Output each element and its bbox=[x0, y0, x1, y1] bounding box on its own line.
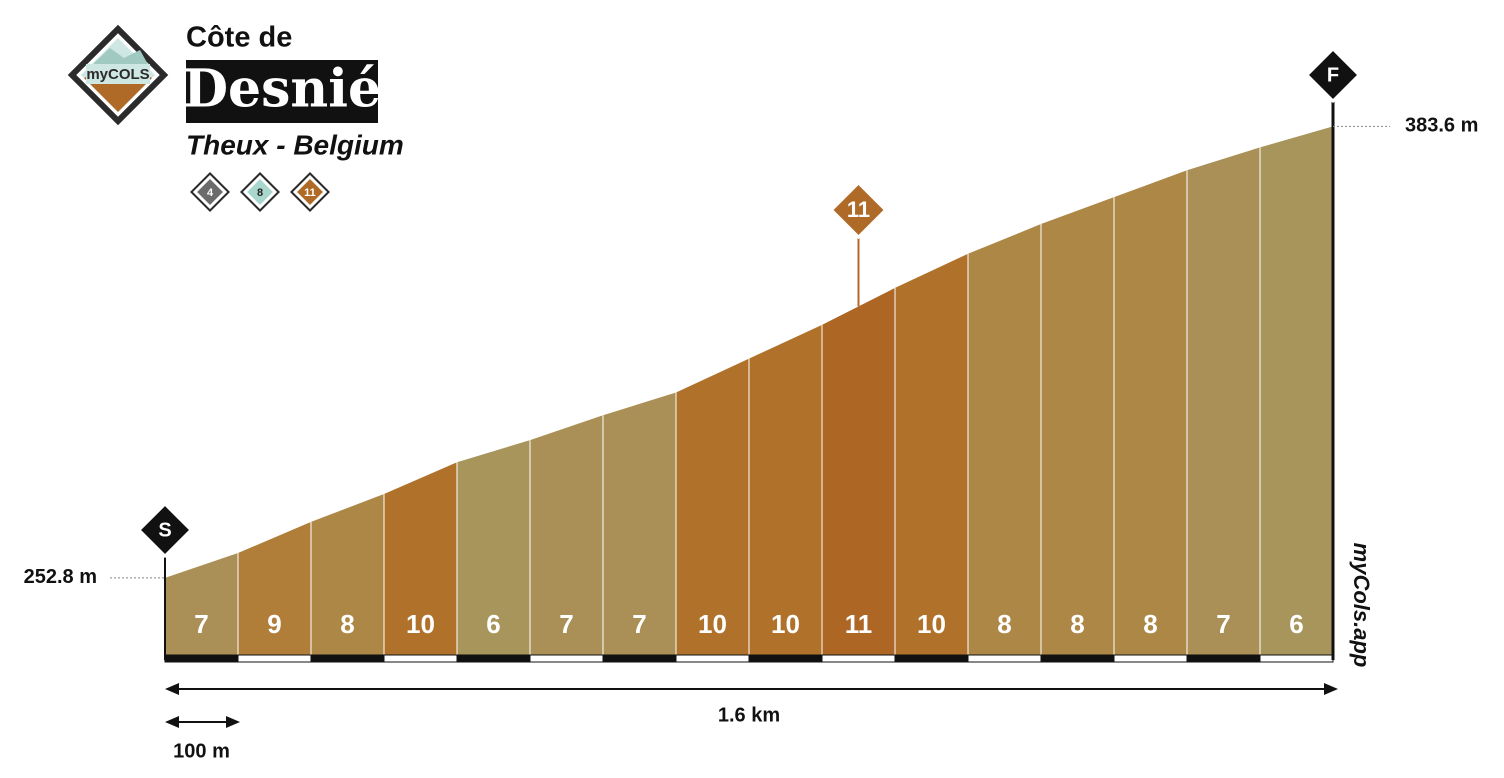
scale-arrow-head bbox=[226, 716, 240, 728]
profile-segment bbox=[165, 553, 238, 660]
badge bbox=[192, 174, 228, 210]
gradient-label: 8 bbox=[997, 609, 1011, 639]
distance-stripe bbox=[164, 654, 239, 663]
profile-segment bbox=[895, 253, 968, 660]
brand: myCOLS bbox=[86, 66, 149, 83]
gradient-label: 11 bbox=[845, 609, 873, 639]
gradient-label: 7 bbox=[194, 609, 208, 639]
badge-label: 11 bbox=[304, 187, 316, 199]
distance-stripe bbox=[748, 654, 823, 663]
profile-segment bbox=[384, 462, 457, 660]
scale-label: 100 m bbox=[173, 740, 230, 762]
profile-segment bbox=[311, 493, 384, 660]
distance-stripe bbox=[967, 654, 1042, 663]
end-elevation: 383.6 m bbox=[1405, 115, 1478, 137]
profile-segment bbox=[238, 521, 311, 660]
scale-arrow-head bbox=[165, 716, 179, 728]
badge-label: 4 bbox=[207, 187, 214, 199]
start-elevation: 252.8 m bbox=[24, 566, 97, 588]
gradient-label: 8 bbox=[340, 609, 354, 639]
start-marker-label: S bbox=[158, 519, 171, 541]
watermark: myCols.app bbox=[1349, 543, 1374, 668]
gradient-label: 10 bbox=[698, 609, 727, 639]
gradient-label: 7 bbox=[559, 609, 573, 639]
start-marker bbox=[136, 501, 194, 559]
distance-arrow-head bbox=[1324, 683, 1338, 695]
gradient-label: 6 bbox=[486, 609, 500, 639]
gradient-label: 10 bbox=[406, 609, 435, 639]
profile-segment bbox=[1187, 147, 1260, 660]
gradient-label: 9 bbox=[267, 609, 281, 639]
badge bbox=[242, 174, 278, 210]
distance-stripe bbox=[456, 654, 531, 663]
profile-segment bbox=[749, 324, 822, 660]
profile-segment bbox=[457, 440, 530, 660]
profile-segment bbox=[1260, 126, 1333, 661]
chart-title: Desnié bbox=[183, 59, 381, 120]
distance-stripe bbox=[1186, 654, 1261, 663]
profile-segment bbox=[822, 287, 895, 660]
distance-stripe bbox=[1113, 654, 1188, 663]
distance-stripe bbox=[1259, 654, 1334, 663]
profile-segment bbox=[530, 415, 603, 660]
distance-stripe bbox=[237, 654, 312, 663]
finish-marker-label: F bbox=[1327, 64, 1339, 86]
distance-stripe bbox=[310, 654, 385, 663]
title-box bbox=[186, 60, 378, 123]
distance-stripe bbox=[383, 654, 458, 663]
gradient-label: 8 bbox=[1070, 609, 1084, 639]
gradient-label: 8 bbox=[1143, 609, 1157, 639]
gradient-label: 7 bbox=[1216, 609, 1230, 639]
distance-stripe bbox=[821, 654, 896, 663]
gradient-label: 6 bbox=[1289, 609, 1303, 639]
finish-marker bbox=[1304, 46, 1362, 104]
distance-arrow-head bbox=[165, 683, 179, 695]
max-marker-label: 11 bbox=[847, 197, 870, 222]
subtitle: Theux - Belgium bbox=[186, 129, 404, 160]
distance-stripe bbox=[602, 654, 677, 663]
logo: myCOLS bbox=[67, 24, 169, 126]
pretitle: Côte de bbox=[186, 22, 292, 54]
gradient-label: 7 bbox=[632, 609, 646, 639]
badge-label: 8 bbox=[257, 187, 263, 199]
profile-segment bbox=[676, 358, 749, 660]
distance-stripe bbox=[894, 654, 969, 663]
gradient-label: 10 bbox=[771, 609, 800, 639]
profile-segment bbox=[603, 392, 676, 660]
profile-segment bbox=[1041, 197, 1114, 660]
distance-stripe bbox=[1040, 654, 1115, 663]
profile-segment bbox=[968, 224, 1041, 661]
distance-label: 1.6 km bbox=[718, 704, 780, 726]
distance-stripe bbox=[529, 654, 604, 663]
profile-segment bbox=[1114, 170, 1187, 660]
gradient-label: 10 bbox=[917, 609, 946, 639]
badge bbox=[292, 174, 328, 210]
max-marker bbox=[829, 180, 888, 240]
distance-stripe bbox=[675, 654, 750, 663]
